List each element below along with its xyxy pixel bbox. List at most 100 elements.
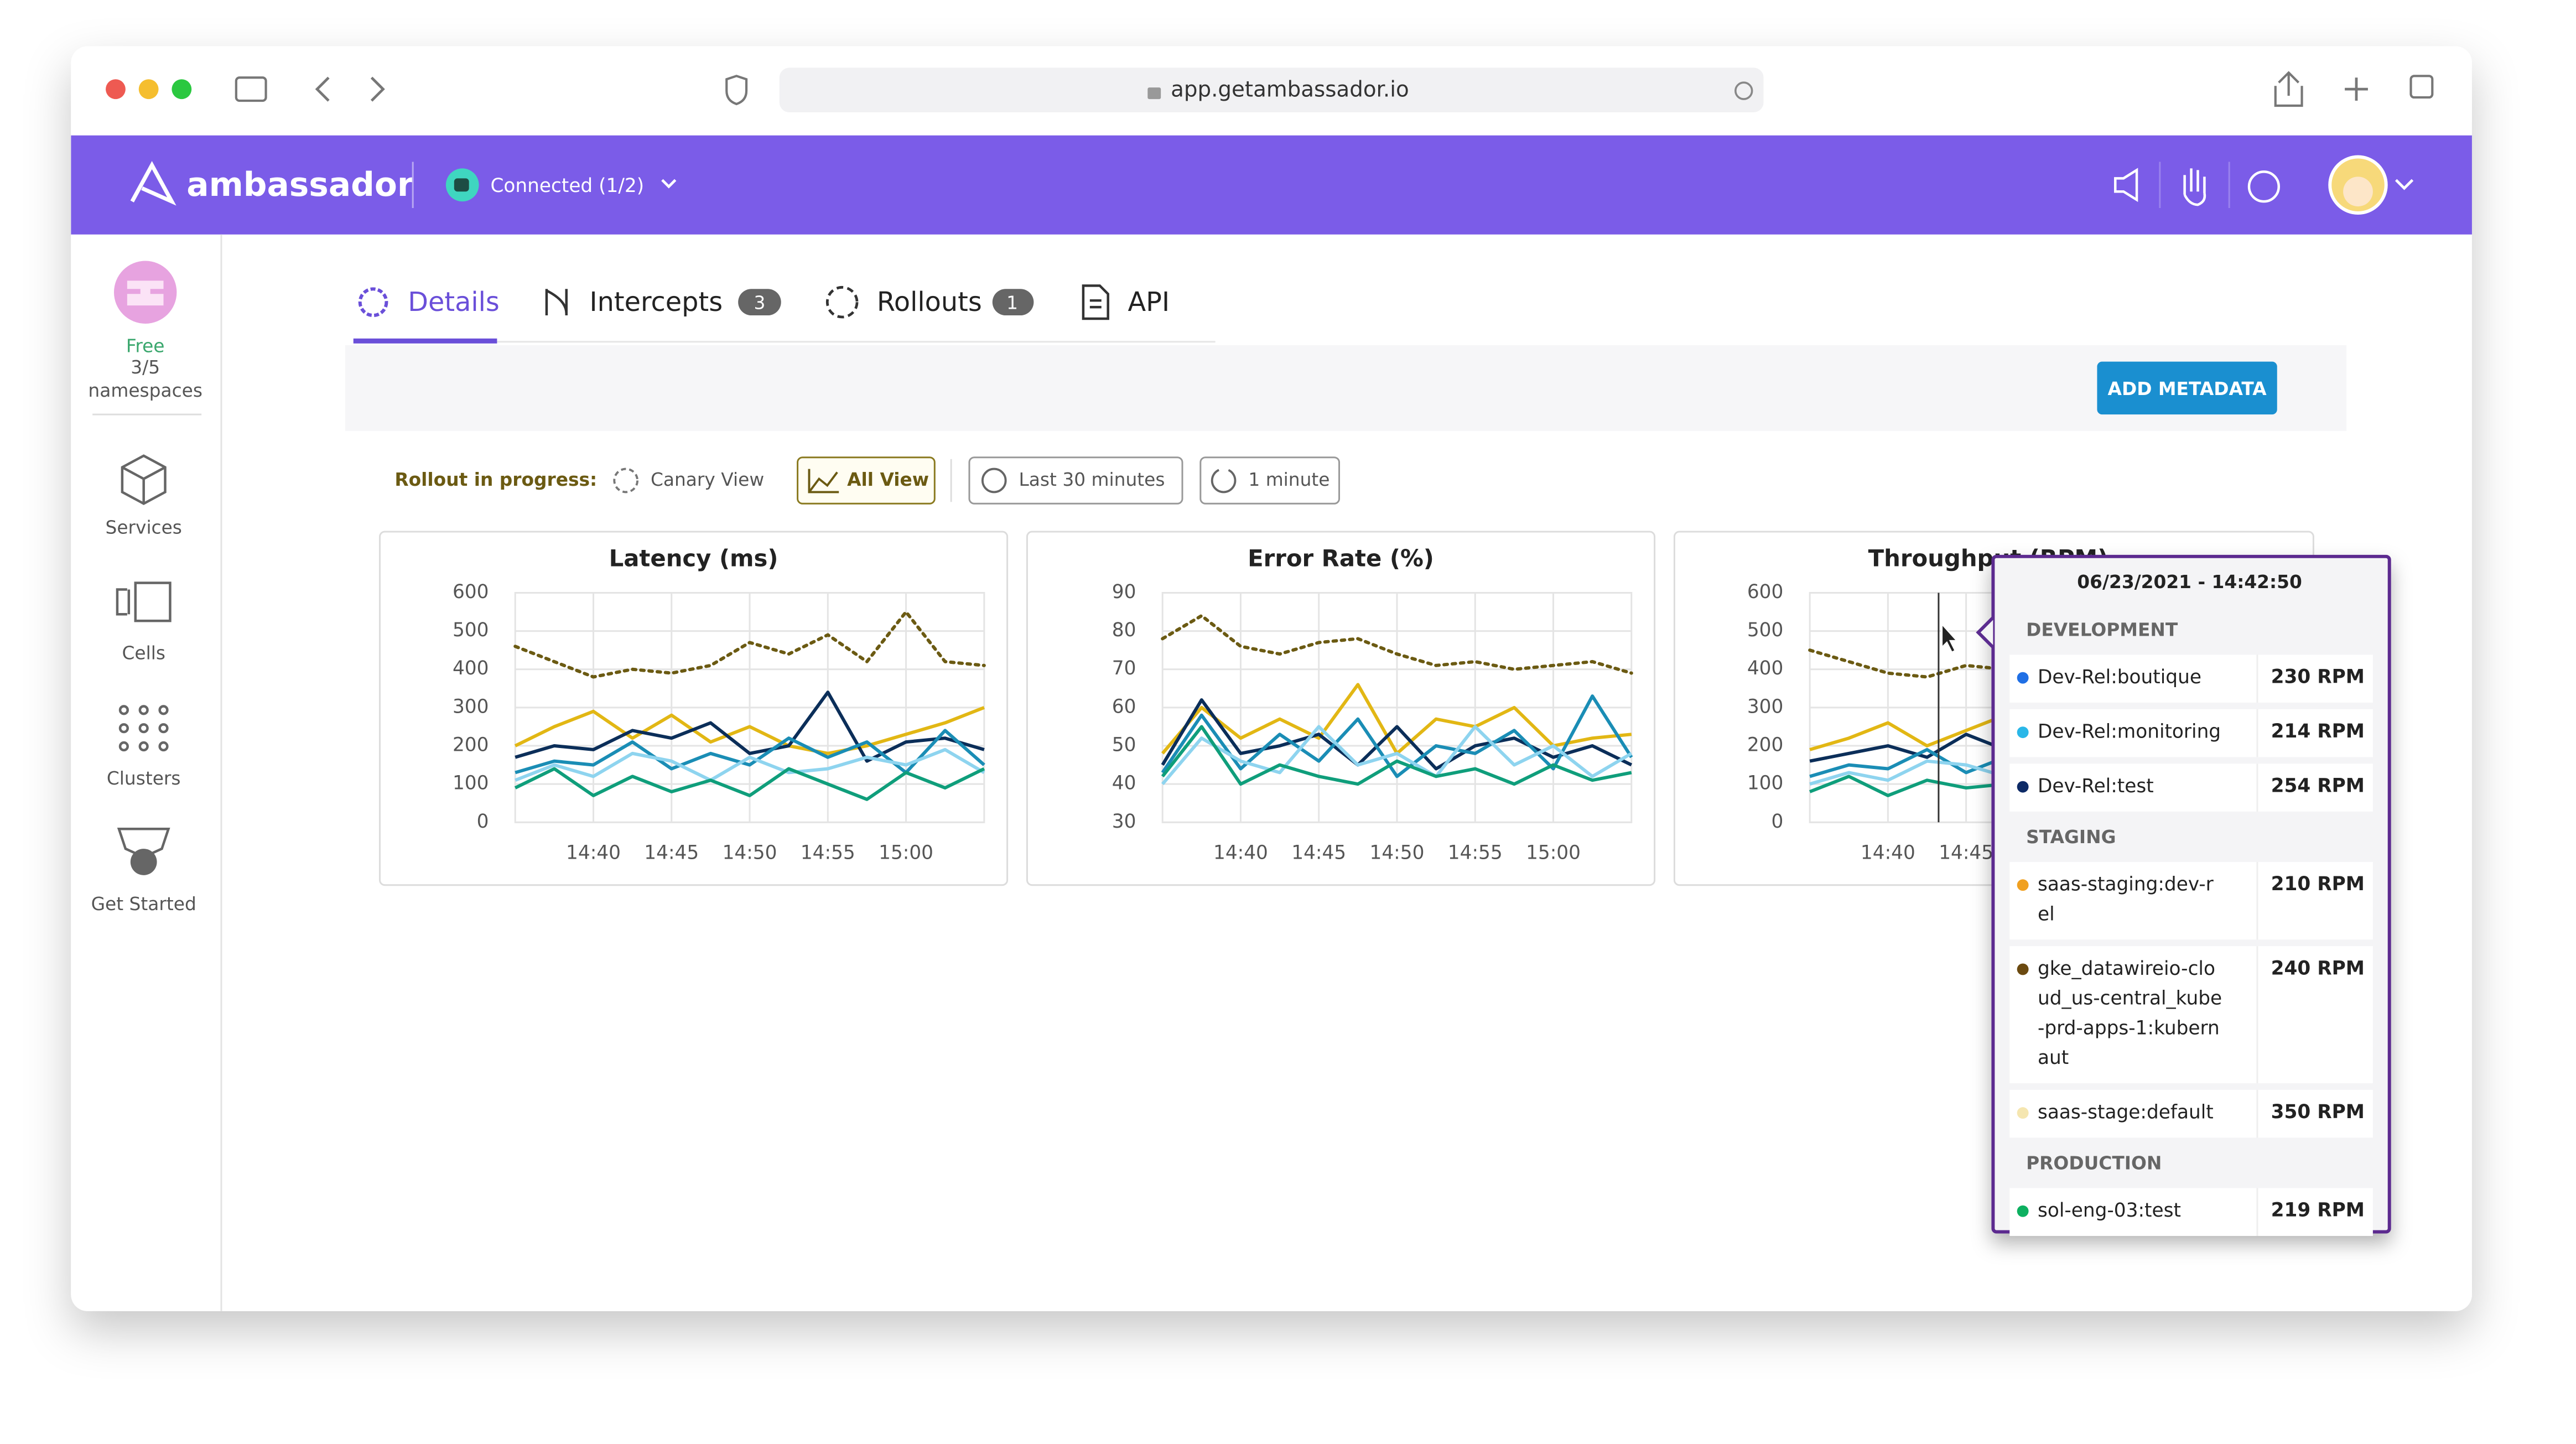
section-title: STAGING	[2026, 827, 2116, 848]
section-title: DEVELOPMENT	[2026, 620, 2178, 641]
series-line	[1161, 694, 1633, 778]
name-line: ud_us-central_kube	[2038, 987, 2222, 1009]
sidebar-toggle[interactable]	[235, 76, 267, 102]
chart-title: Error Rate (%)	[1248, 544, 1434, 572]
tab[interactable]: API	[1128, 287, 1170, 318]
new-tab[interactable]	[2345, 77, 2368, 101]
series-line	[1161, 614, 1633, 675]
toolbar-button[interactable]: Canary View	[651, 469, 764, 490]
tab-underline	[353, 338, 497, 344]
y-tick-label: 300	[453, 695, 489, 718]
tooltip-row	[2009, 655, 2373, 703]
x-tick-label: 14:45	[1939, 842, 1993, 864]
y-tick-label: 200	[1747, 734, 1784, 756]
services-icon[interactable]	[121, 454, 167, 505]
series-name: saas-stage:default	[2038, 1101, 2214, 1123]
lock	[1147, 87, 1161, 100]
close[interactable]	[106, 79, 126, 100]
x-tick-label: 14:40	[566, 842, 621, 864]
y-tick-label: 0	[1772, 811, 1784, 833]
url-bar[interactable]	[779, 67, 1764, 112]
connection-status[interactable]: Connected (1/2)	[490, 175, 644, 197]
tab[interactable]: Rollouts	[877, 287, 982, 318]
api-icon	[1082, 284, 1109, 320]
series-line	[1161, 698, 1633, 771]
series-value: 210 RPM	[2271, 873, 2365, 895]
tooltip: 06/23/2021 - 14:42:50 DEVELOPMENT Dev-Rel…	[1976, 554, 2391, 1236]
tooltip-row	[2009, 861, 2373, 940]
add-metadata-button[interactable]	[2097, 361, 2277, 415]
series-value: 219 RPM	[2271, 1199, 2365, 1222]
name-line: saas-stage:default	[2038, 1101, 2214, 1123]
name-line: Dev-Rel:test	[2038, 775, 2154, 797]
series-line	[514, 767, 985, 801]
tooltip-pointer	[1976, 616, 1995, 649]
reload[interactable]	[1734, 81, 1753, 100]
series-dot	[2017, 726, 2029, 739]
nav-item[interactable]: Cells	[122, 642, 165, 663]
name-line: -prd-apps-1:kubern	[2038, 1017, 2220, 1039]
series-value: 240 RPM	[2271, 957, 2365, 979]
chevron[interactable]	[2395, 179, 2414, 190]
series-dot	[2017, 672, 2029, 684]
x-tick-label: 14:45	[644, 842, 699, 864]
nav-item[interactable]: Get Started	[91, 894, 196, 915]
section-title: PRODUCTION	[2026, 1153, 2162, 1174]
tab[interactable]: Intercepts	[590, 287, 723, 318]
avatar-face	[2343, 176, 2373, 207]
share[interactable]	[2274, 71, 2303, 107]
support[interactable]	[2183, 168, 2206, 206]
series-line	[515, 747, 985, 782]
name-line: saas-staging:dev-r	[2038, 873, 2214, 895]
y-tick-label: 400	[453, 657, 489, 679]
minimize[interactable]	[138, 79, 159, 100]
series-name: saas-staging:dev-r el	[2038, 873, 2214, 925]
shield	[725, 75, 748, 106]
y-tick-label: 70	[1112, 657, 1136, 679]
chevron[interactable]	[661, 179, 677, 189]
series-line	[513, 610, 986, 679]
y-tick-label: 30	[1112, 811, 1136, 833]
clock-icon	[981, 468, 1007, 494]
x-tick-label: 14:50	[723, 842, 777, 864]
account-logo	[127, 281, 164, 306]
app-header	[71, 135, 2472, 235]
cursor	[1941, 622, 1959, 653]
badge	[992, 289, 1034, 316]
y-tick-label: 100	[453, 772, 489, 794]
y-tick-label: 40	[1112, 772, 1136, 794]
name-line: aut	[2038, 1047, 2069, 1069]
toolbar-button[interactable]: All View	[847, 469, 929, 490]
series-line	[1161, 725, 1633, 786]
chart-title: Latency (ms)	[609, 544, 778, 572]
x-tick-label: 14:45	[1291, 842, 1346, 864]
cells-icon[interactable]	[134, 581, 172, 622]
tabs[interactable]	[2409, 75, 2434, 99]
badge-count: 1	[1006, 293, 1018, 314]
interval-button[interactable]	[1199, 456, 1341, 505]
nav-arrows[interactable]	[315, 76, 385, 102]
series-dot	[2017, 963, 2029, 975]
tab[interactable]: Details	[408, 287, 500, 318]
tooltip-row	[2009, 1089, 2373, 1138]
zoom[interactable]	[172, 79, 192, 100]
toolbar-button[interactable]: 1 minute	[1248, 469, 1329, 490]
x-tick-label: 14:55	[801, 842, 855, 864]
toolbar-button[interactable]: Last 30 minutes	[1019, 469, 1165, 490]
cells-icon-part	[116, 588, 131, 616]
name-line: sol-eng-03:test	[2038, 1199, 2181, 1222]
help[interactable]	[2247, 170, 2280, 203]
range-button[interactable]	[968, 456, 1183, 505]
y-tick-label: 200	[453, 734, 489, 756]
series-value: 350 RPM	[2271, 1101, 2365, 1123]
browser-bar: app.getambassador.io	[106, 67, 2434, 112]
y-tick-label: 90	[1112, 581, 1136, 603]
button-label: ADD METADATA	[2108, 378, 2267, 399]
nav-item[interactable]: Services	[105, 517, 181, 538]
announcements[interactable]	[2114, 168, 2138, 202]
usage: 3/5	[131, 357, 160, 378]
y-tick-label: 80	[1112, 619, 1136, 641]
tooltip-row	[2009, 763, 2373, 812]
series-value: 254 RPM	[2271, 775, 2365, 797]
nav-item[interactable]: Clusters	[107, 768, 181, 789]
